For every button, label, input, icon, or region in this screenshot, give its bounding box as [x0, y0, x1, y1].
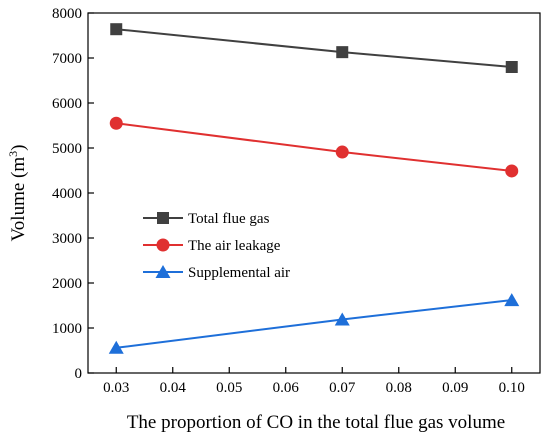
series-line [116, 299, 512, 349]
x-tick-label: 0.03 [103, 380, 129, 396]
y-tick-label: 7000 [52, 51, 82, 67]
y-tick-label: 8000 [52, 6, 82, 22]
legend-marker [156, 238, 170, 252]
series-layer [108, 23, 520, 354]
y-axis-title-superscript: 3 [6, 151, 20, 157]
y-tick-label: 2000 [52, 276, 82, 292]
x-axis: 0.03 0.04 0.05 0.06 0.07 0.08 0.09 0.10 [103, 367, 525, 396]
y-axis-title-suffix: ) [8, 145, 29, 151]
y-tick-label: 6000 [52, 96, 82, 112]
series-0 [110, 23, 518, 73]
y-tick-label: 0 [75, 366, 83, 382]
data-point [110, 23, 123, 36]
series-line [116, 28, 512, 68]
y-tick-label: 4000 [52, 186, 82, 202]
legend-label: Total flue gas [188, 211, 270, 227]
data-point [108, 340, 124, 354]
y-axis: 0 1000 2000 3000 4000 5000 6000 7000 8000 [52, 6, 94, 382]
data-point [335, 145, 349, 159]
legend-label: The air leakage [188, 238, 281, 254]
series-line [116, 122, 512, 172]
data-point [334, 312, 350, 326]
legend-marker [157, 212, 169, 224]
x-tick-label: 0.10 [499, 380, 525, 396]
legend-label: Supplemental air [188, 265, 290, 281]
plot-frame [87, 12, 541, 374]
y-tick-label: 5000 [52, 141, 82, 157]
legend: Total flue gas The air leakage Supplementa… [143, 211, 290, 281]
data-point [505, 61, 518, 73]
data-point [109, 116, 123, 130]
legend-item: Supplemental air [143, 265, 290, 281]
x-tick-label: 0.06 [273, 380, 300, 396]
y-axis-title: Volume (m3) [6, 145, 29, 242]
data-point [504, 293, 520, 307]
legend-item: The air leakage [143, 238, 281, 254]
y-tick-label: 1000 [52, 321, 82, 337]
data-point [336, 46, 349, 59]
x-tick-label: 0.05 [216, 380, 242, 396]
series-2 [108, 293, 520, 354]
x-tick-label: 0.07 [329, 380, 356, 396]
y-axis-title-main: Volume (m [8, 157, 29, 242]
legend-marker [155, 265, 171, 278]
y-tick-label: 3000 [52, 231, 82, 247]
x-axis-title: The proportion of CO in the total flue g… [127, 412, 505, 433]
data-point [505, 164, 519, 178]
x-tick-label: 0.09 [442, 380, 468, 396]
series-1 [109, 116, 519, 178]
x-tick-label: 0.08 [386, 380, 412, 396]
legend-item: Total flue gas [143, 211, 270, 227]
x-tick-label: 0.04 [160, 380, 187, 396]
